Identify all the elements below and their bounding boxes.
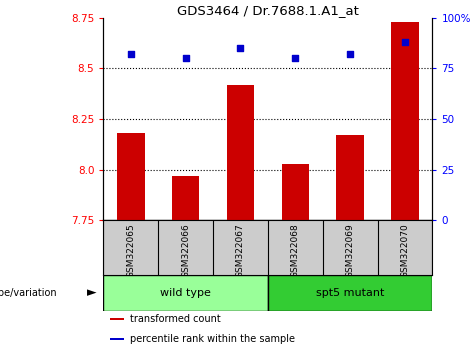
Text: GSM322070: GSM322070 — [400, 223, 409, 278]
Bar — [337, 135, 364, 220]
Point — [291, 55, 299, 61]
Text: wild type: wild type — [160, 288, 211, 298]
Bar — [103, 275, 268, 311]
Text: GSM322067: GSM322067 — [236, 223, 245, 278]
Bar — [391, 22, 419, 220]
Text: ►: ► — [87, 287, 97, 299]
Text: GSM322066: GSM322066 — [181, 223, 190, 278]
Bar — [172, 176, 199, 220]
Bar — [268, 275, 432, 311]
Point — [237, 45, 244, 51]
Text: transformed count: transformed count — [130, 314, 221, 324]
Text: spt5 mutant: spt5 mutant — [316, 288, 384, 298]
Point — [346, 51, 354, 57]
Point — [182, 55, 189, 61]
Bar — [282, 164, 309, 220]
Title: GDS3464 / Dr.7688.1.A1_at: GDS3464 / Dr.7688.1.A1_at — [177, 4, 359, 17]
Bar — [110, 338, 124, 340]
Text: GSM322065: GSM322065 — [126, 223, 135, 278]
Point — [401, 39, 409, 45]
Point — [127, 51, 134, 57]
Text: genotype/variation: genotype/variation — [0, 288, 57, 298]
Text: percentile rank within the sample: percentile rank within the sample — [130, 334, 295, 344]
Text: GSM322069: GSM322069 — [345, 223, 355, 278]
Bar — [110, 318, 124, 320]
Text: GSM322068: GSM322068 — [291, 223, 300, 278]
Bar — [227, 85, 254, 220]
Bar — [117, 133, 145, 220]
